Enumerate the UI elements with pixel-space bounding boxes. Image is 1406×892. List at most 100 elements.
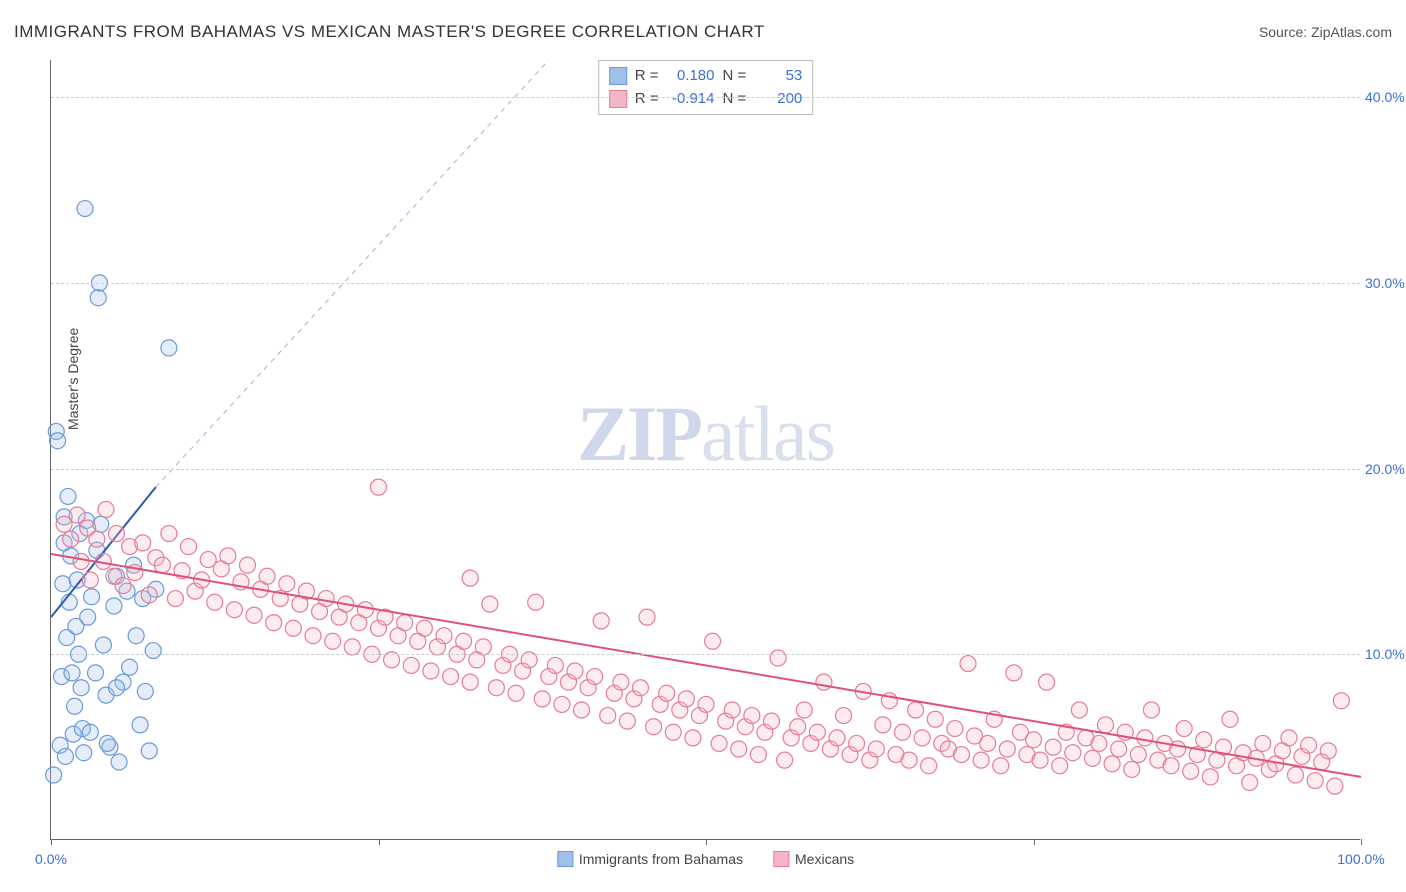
data-point [790, 719, 806, 735]
data-point [488, 680, 504, 696]
data-point [64, 665, 80, 681]
data-point [927, 711, 943, 727]
data-point [659, 685, 675, 701]
data-point [895, 724, 911, 740]
x-tick [706, 839, 707, 845]
data-point [141, 587, 157, 603]
data-point [908, 702, 924, 718]
data-point [705, 633, 721, 649]
data-point [1196, 732, 1212, 748]
data-point [1065, 745, 1081, 761]
r-label: R = [635, 65, 659, 88]
r-label: R = [635, 88, 659, 111]
data-point [89, 531, 105, 547]
data-point [574, 702, 590, 718]
data-point [67, 698, 83, 714]
stats-row-mexicans: R = -0.914 N = 200 [609, 88, 803, 111]
gridline [51, 283, 1360, 284]
data-point [914, 730, 930, 746]
legend-swatch-bahamas [557, 851, 573, 867]
data-point [953, 747, 969, 763]
data-point [181, 539, 197, 555]
data-point [109, 680, 125, 696]
data-point [63, 531, 79, 547]
y-tick-label: 10.0% [1365, 646, 1406, 662]
legend-item-bahamas: Immigrants from Bahamas [557, 851, 743, 867]
source-link[interactable]: ZipAtlas.com [1311, 24, 1392, 40]
data-point [137, 683, 153, 699]
x-tick-label: 100.0% [1337, 851, 1384, 867]
data-point [128, 628, 144, 644]
legend-label-bahamas: Immigrants from Bahamas [579, 851, 743, 867]
data-point [109, 526, 125, 542]
data-point [80, 609, 96, 625]
data-point [999, 741, 1015, 757]
data-point [90, 290, 106, 306]
data-point [240, 557, 256, 573]
n-value-mexicans: 200 [754, 88, 802, 111]
data-point [973, 752, 989, 768]
data-point [724, 702, 740, 718]
data-point [462, 570, 478, 586]
data-point [1327, 778, 1343, 794]
data-point [508, 685, 524, 701]
data-point [305, 628, 321, 644]
data-point [1170, 741, 1186, 757]
y-tick-label: 30.0% [1365, 275, 1406, 291]
data-point [534, 691, 550, 707]
data-point [547, 657, 563, 673]
x-tick [379, 839, 380, 845]
data-point [593, 613, 609, 629]
n-label: N = [723, 65, 747, 88]
data-point [960, 656, 976, 672]
x-tick-label: 0.0% [35, 851, 67, 867]
data-point [111, 754, 127, 770]
chart-title: IMMIGRANTS FROM BAHAMAS VS MEXICAN MASTE… [14, 22, 765, 42]
data-point [528, 594, 544, 610]
data-point [633, 680, 649, 696]
swatch-bahamas [609, 67, 627, 85]
data-point [135, 535, 151, 551]
data-point [809, 724, 825, 740]
data-point [1006, 665, 1022, 681]
data-point [796, 702, 812, 718]
data-point [259, 568, 275, 584]
data-point [403, 657, 419, 673]
data-point [678, 691, 694, 707]
x-tick [1034, 839, 1035, 845]
data-point [60, 488, 76, 504]
data-point [55, 576, 71, 592]
trend-line [51, 554, 1361, 777]
data-point [436, 628, 452, 644]
data-point [600, 708, 616, 724]
data-point [1242, 774, 1258, 790]
data-point [698, 696, 714, 712]
gridline [51, 654, 1360, 655]
data-point [73, 680, 89, 696]
data-point [587, 669, 603, 685]
data-point [1176, 721, 1192, 737]
data-point [849, 735, 865, 751]
data-point [325, 633, 341, 649]
data-point [875, 717, 891, 733]
data-point [646, 719, 662, 735]
data-point [1281, 730, 1297, 746]
data-point [1026, 732, 1042, 748]
data-point [1320, 743, 1336, 759]
data-point [115, 578, 131, 594]
data-point [1098, 717, 1114, 733]
n-label: N = [723, 88, 747, 111]
swatch-mexicans [609, 90, 627, 108]
legend-label-mexicans: Mexicans [795, 851, 854, 867]
data-point [154, 557, 170, 573]
data-point [1124, 761, 1140, 777]
x-tick [1361, 839, 1362, 845]
data-point [57, 748, 73, 764]
data-point [613, 674, 629, 690]
data-point [1045, 739, 1061, 755]
data-point [1032, 752, 1048, 768]
data-point [1104, 756, 1120, 772]
data-point [344, 639, 360, 655]
data-point [947, 721, 963, 737]
data-point [1137, 730, 1153, 746]
